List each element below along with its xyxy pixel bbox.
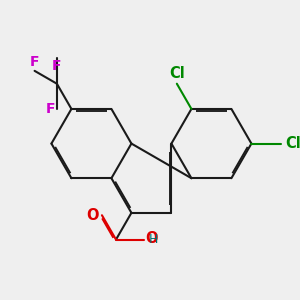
- Text: F: F: [52, 59, 62, 74]
- Text: Cl: Cl: [285, 136, 300, 151]
- Text: F: F: [30, 56, 39, 69]
- Text: O: O: [87, 208, 99, 223]
- Text: O: O: [146, 231, 158, 246]
- Text: Cl: Cl: [169, 66, 185, 81]
- Text: H: H: [148, 233, 158, 246]
- Text: F: F: [46, 102, 56, 116]
